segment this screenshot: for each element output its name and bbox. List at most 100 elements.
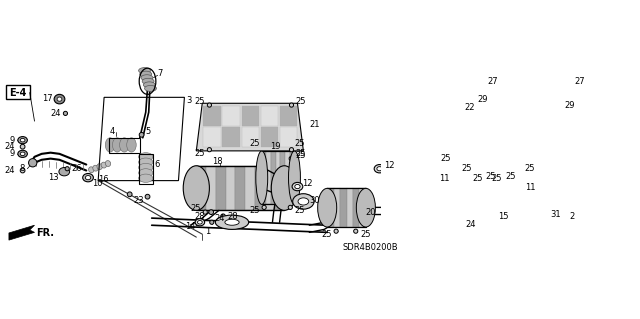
Text: 24: 24: [4, 166, 15, 175]
Text: 23: 23: [134, 196, 145, 205]
Polygon shape: [527, 189, 540, 242]
Ellipse shape: [518, 179, 523, 183]
Polygon shape: [216, 166, 226, 210]
Text: 28: 28: [227, 212, 238, 221]
Polygon shape: [464, 189, 477, 242]
Ellipse shape: [83, 174, 93, 182]
Ellipse shape: [317, 188, 337, 227]
Ellipse shape: [492, 216, 496, 220]
Ellipse shape: [63, 111, 67, 115]
Text: 22: 22: [465, 103, 476, 112]
Ellipse shape: [140, 132, 144, 137]
Text: 16: 16: [98, 175, 108, 184]
Polygon shape: [552, 189, 565, 242]
Ellipse shape: [127, 138, 136, 152]
Polygon shape: [241, 127, 259, 147]
Ellipse shape: [289, 103, 294, 107]
Ellipse shape: [262, 145, 266, 149]
Polygon shape: [196, 166, 206, 210]
Ellipse shape: [225, 219, 239, 225]
Ellipse shape: [54, 94, 65, 104]
Polygon shape: [486, 143, 507, 170]
Bar: [547, 198, 564, 223]
Text: 18: 18: [212, 157, 223, 166]
Ellipse shape: [29, 159, 37, 167]
Text: SDR4B0200B: SDR4B0200B: [342, 243, 397, 252]
Polygon shape: [529, 114, 550, 141]
Ellipse shape: [289, 156, 294, 161]
Ellipse shape: [145, 85, 156, 91]
Polygon shape: [236, 166, 245, 210]
Ellipse shape: [139, 169, 153, 177]
Polygon shape: [276, 151, 280, 204]
Polygon shape: [465, 114, 485, 141]
Text: 6: 6: [155, 160, 160, 169]
Ellipse shape: [120, 138, 129, 152]
Ellipse shape: [221, 214, 225, 219]
Polygon shape: [290, 151, 294, 204]
Ellipse shape: [295, 184, 300, 189]
Text: 31: 31: [550, 210, 561, 219]
Ellipse shape: [518, 186, 523, 191]
Ellipse shape: [20, 152, 25, 156]
Polygon shape: [280, 106, 298, 126]
Text: 9: 9: [10, 136, 15, 145]
Text: 17: 17: [42, 94, 52, 103]
Ellipse shape: [537, 171, 541, 175]
Text: 25: 25: [461, 164, 472, 173]
Ellipse shape: [127, 192, 132, 197]
Ellipse shape: [453, 161, 457, 165]
Text: 24: 24: [465, 219, 476, 228]
Text: 24: 24: [4, 142, 15, 151]
Text: 14: 14: [184, 222, 195, 231]
Ellipse shape: [207, 148, 211, 152]
Ellipse shape: [292, 182, 303, 191]
Ellipse shape: [552, 189, 578, 242]
Ellipse shape: [101, 162, 106, 168]
Polygon shape: [508, 114, 528, 141]
Text: 11: 11: [525, 183, 535, 192]
Ellipse shape: [474, 171, 478, 175]
Polygon shape: [204, 106, 221, 126]
Polygon shape: [551, 114, 571, 141]
Ellipse shape: [557, 103, 561, 108]
Ellipse shape: [207, 103, 211, 107]
Text: 10: 10: [92, 179, 102, 188]
Polygon shape: [206, 166, 216, 210]
Polygon shape: [275, 166, 284, 210]
Ellipse shape: [374, 165, 385, 173]
Ellipse shape: [215, 215, 249, 229]
Polygon shape: [346, 188, 353, 227]
Ellipse shape: [106, 138, 115, 152]
Text: FR.: FR.: [36, 228, 54, 238]
Text: 25: 25: [191, 204, 201, 213]
Text: 24: 24: [51, 109, 61, 118]
Polygon shape: [353, 188, 360, 227]
Ellipse shape: [142, 78, 154, 84]
Text: 7: 7: [157, 69, 163, 78]
Ellipse shape: [479, 219, 483, 223]
Ellipse shape: [88, 167, 94, 173]
Text: 25: 25: [195, 149, 205, 158]
Ellipse shape: [18, 137, 28, 144]
Text: 25: 25: [250, 206, 260, 215]
Ellipse shape: [288, 145, 292, 149]
Ellipse shape: [432, 176, 436, 181]
Ellipse shape: [59, 167, 70, 176]
Text: 25: 25: [296, 151, 306, 160]
Polygon shape: [502, 189, 515, 242]
Polygon shape: [241, 106, 259, 126]
Ellipse shape: [470, 97, 476, 101]
Text: 3: 3: [186, 96, 191, 105]
Polygon shape: [508, 143, 528, 170]
Text: 2: 2: [570, 212, 575, 221]
Text: 25: 25: [440, 153, 451, 162]
Text: 30: 30: [309, 196, 320, 205]
Ellipse shape: [183, 166, 209, 210]
Polygon shape: [458, 111, 577, 176]
Ellipse shape: [20, 168, 25, 173]
Ellipse shape: [271, 166, 298, 210]
Ellipse shape: [139, 174, 153, 182]
Text: 25: 25: [524, 164, 535, 173]
Text: 29: 29: [564, 100, 575, 109]
